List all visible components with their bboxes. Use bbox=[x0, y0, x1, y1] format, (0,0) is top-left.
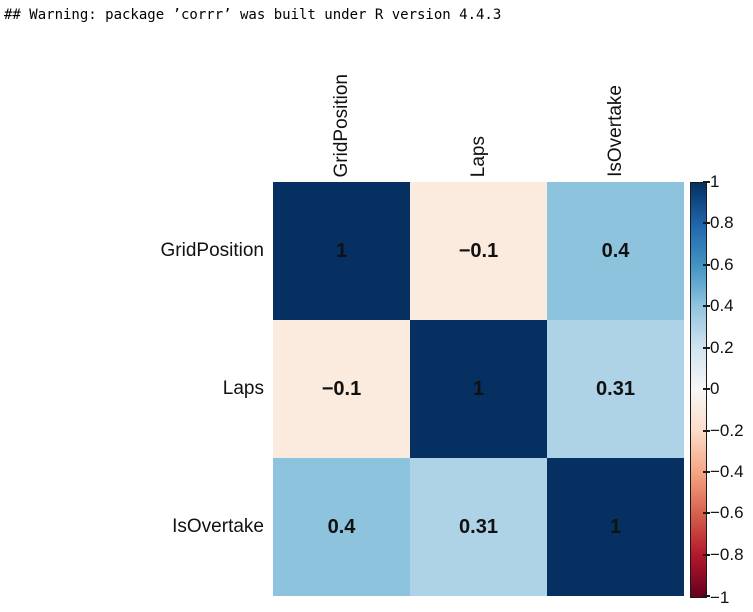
colorbar-tick bbox=[703, 595, 710, 597]
col-label-isovertake: IsOvertake bbox=[547, 56, 684, 177]
colorbar-tick-label: −0.6 bbox=[710, 503, 744, 522]
colorbar-tick-label: 0.4 bbox=[710, 296, 734, 315]
colorbar-tick-label: 0.2 bbox=[710, 338, 734, 357]
heatmap-cell: 0.31 bbox=[410, 458, 547, 596]
heatmap-cell: −0.1 bbox=[410, 182, 547, 320]
colorbar-tick bbox=[703, 305, 710, 307]
colorbar-tick-label: 0.6 bbox=[710, 255, 734, 274]
heatmap-cell: 0.31 bbox=[547, 320, 684, 458]
heatmap-cell: 1 bbox=[547, 458, 684, 596]
colorbar-tick bbox=[703, 512, 710, 514]
colorbar-tick-label: −0.2 bbox=[710, 421, 744, 440]
colorbar-tick bbox=[703, 222, 710, 224]
row-label-gridposition: GridPosition bbox=[160, 240, 265, 261]
colorbar-tick-label: 0.8 bbox=[710, 213, 734, 232]
heatmap-cell: 0.4 bbox=[273, 458, 410, 596]
row-label-laps: Laps bbox=[222, 378, 264, 399]
colorbar-tick bbox=[703, 264, 710, 266]
col-label-laps: Laps bbox=[410, 56, 547, 177]
row-label-isovertake: IsOvertake bbox=[172, 516, 264, 537]
r-warning-message: ## Warning: package ’corrr’ was built un… bbox=[4, 7, 502, 23]
colorbar-tick bbox=[703, 430, 710, 432]
colorbar-tick bbox=[703, 471, 710, 473]
col-label-text: IsOvertake bbox=[604, 85, 626, 177]
colorbar-tick bbox=[703, 388, 710, 390]
colorbar-tick-label: −0.4 bbox=[710, 462, 744, 481]
heatmap-cell: 1 bbox=[410, 320, 547, 458]
colorbar-tick-label: 0 bbox=[710, 379, 720, 398]
col-label-text: GridPosition bbox=[330, 73, 352, 178]
heatmap-cell: 0.4 bbox=[547, 182, 684, 320]
colorbar-tick-label: −0.8 bbox=[710, 545, 744, 564]
colorbar-tick-label: 1 bbox=[710, 172, 720, 191]
heatmap-cell: 1 bbox=[273, 182, 410, 320]
heatmap-cell: −0.1 bbox=[273, 320, 410, 458]
colorbar-tick bbox=[703, 554, 710, 556]
colorbar-tick bbox=[703, 347, 710, 349]
col-label-text: Laps bbox=[467, 135, 489, 177]
colorbar-tick-label: −1 bbox=[710, 588, 730, 607]
colorbar-gradient bbox=[690, 182, 707, 598]
colorbar-tick bbox=[703, 181, 710, 183]
col-label-gridposition: GridPosition bbox=[273, 56, 410, 178]
